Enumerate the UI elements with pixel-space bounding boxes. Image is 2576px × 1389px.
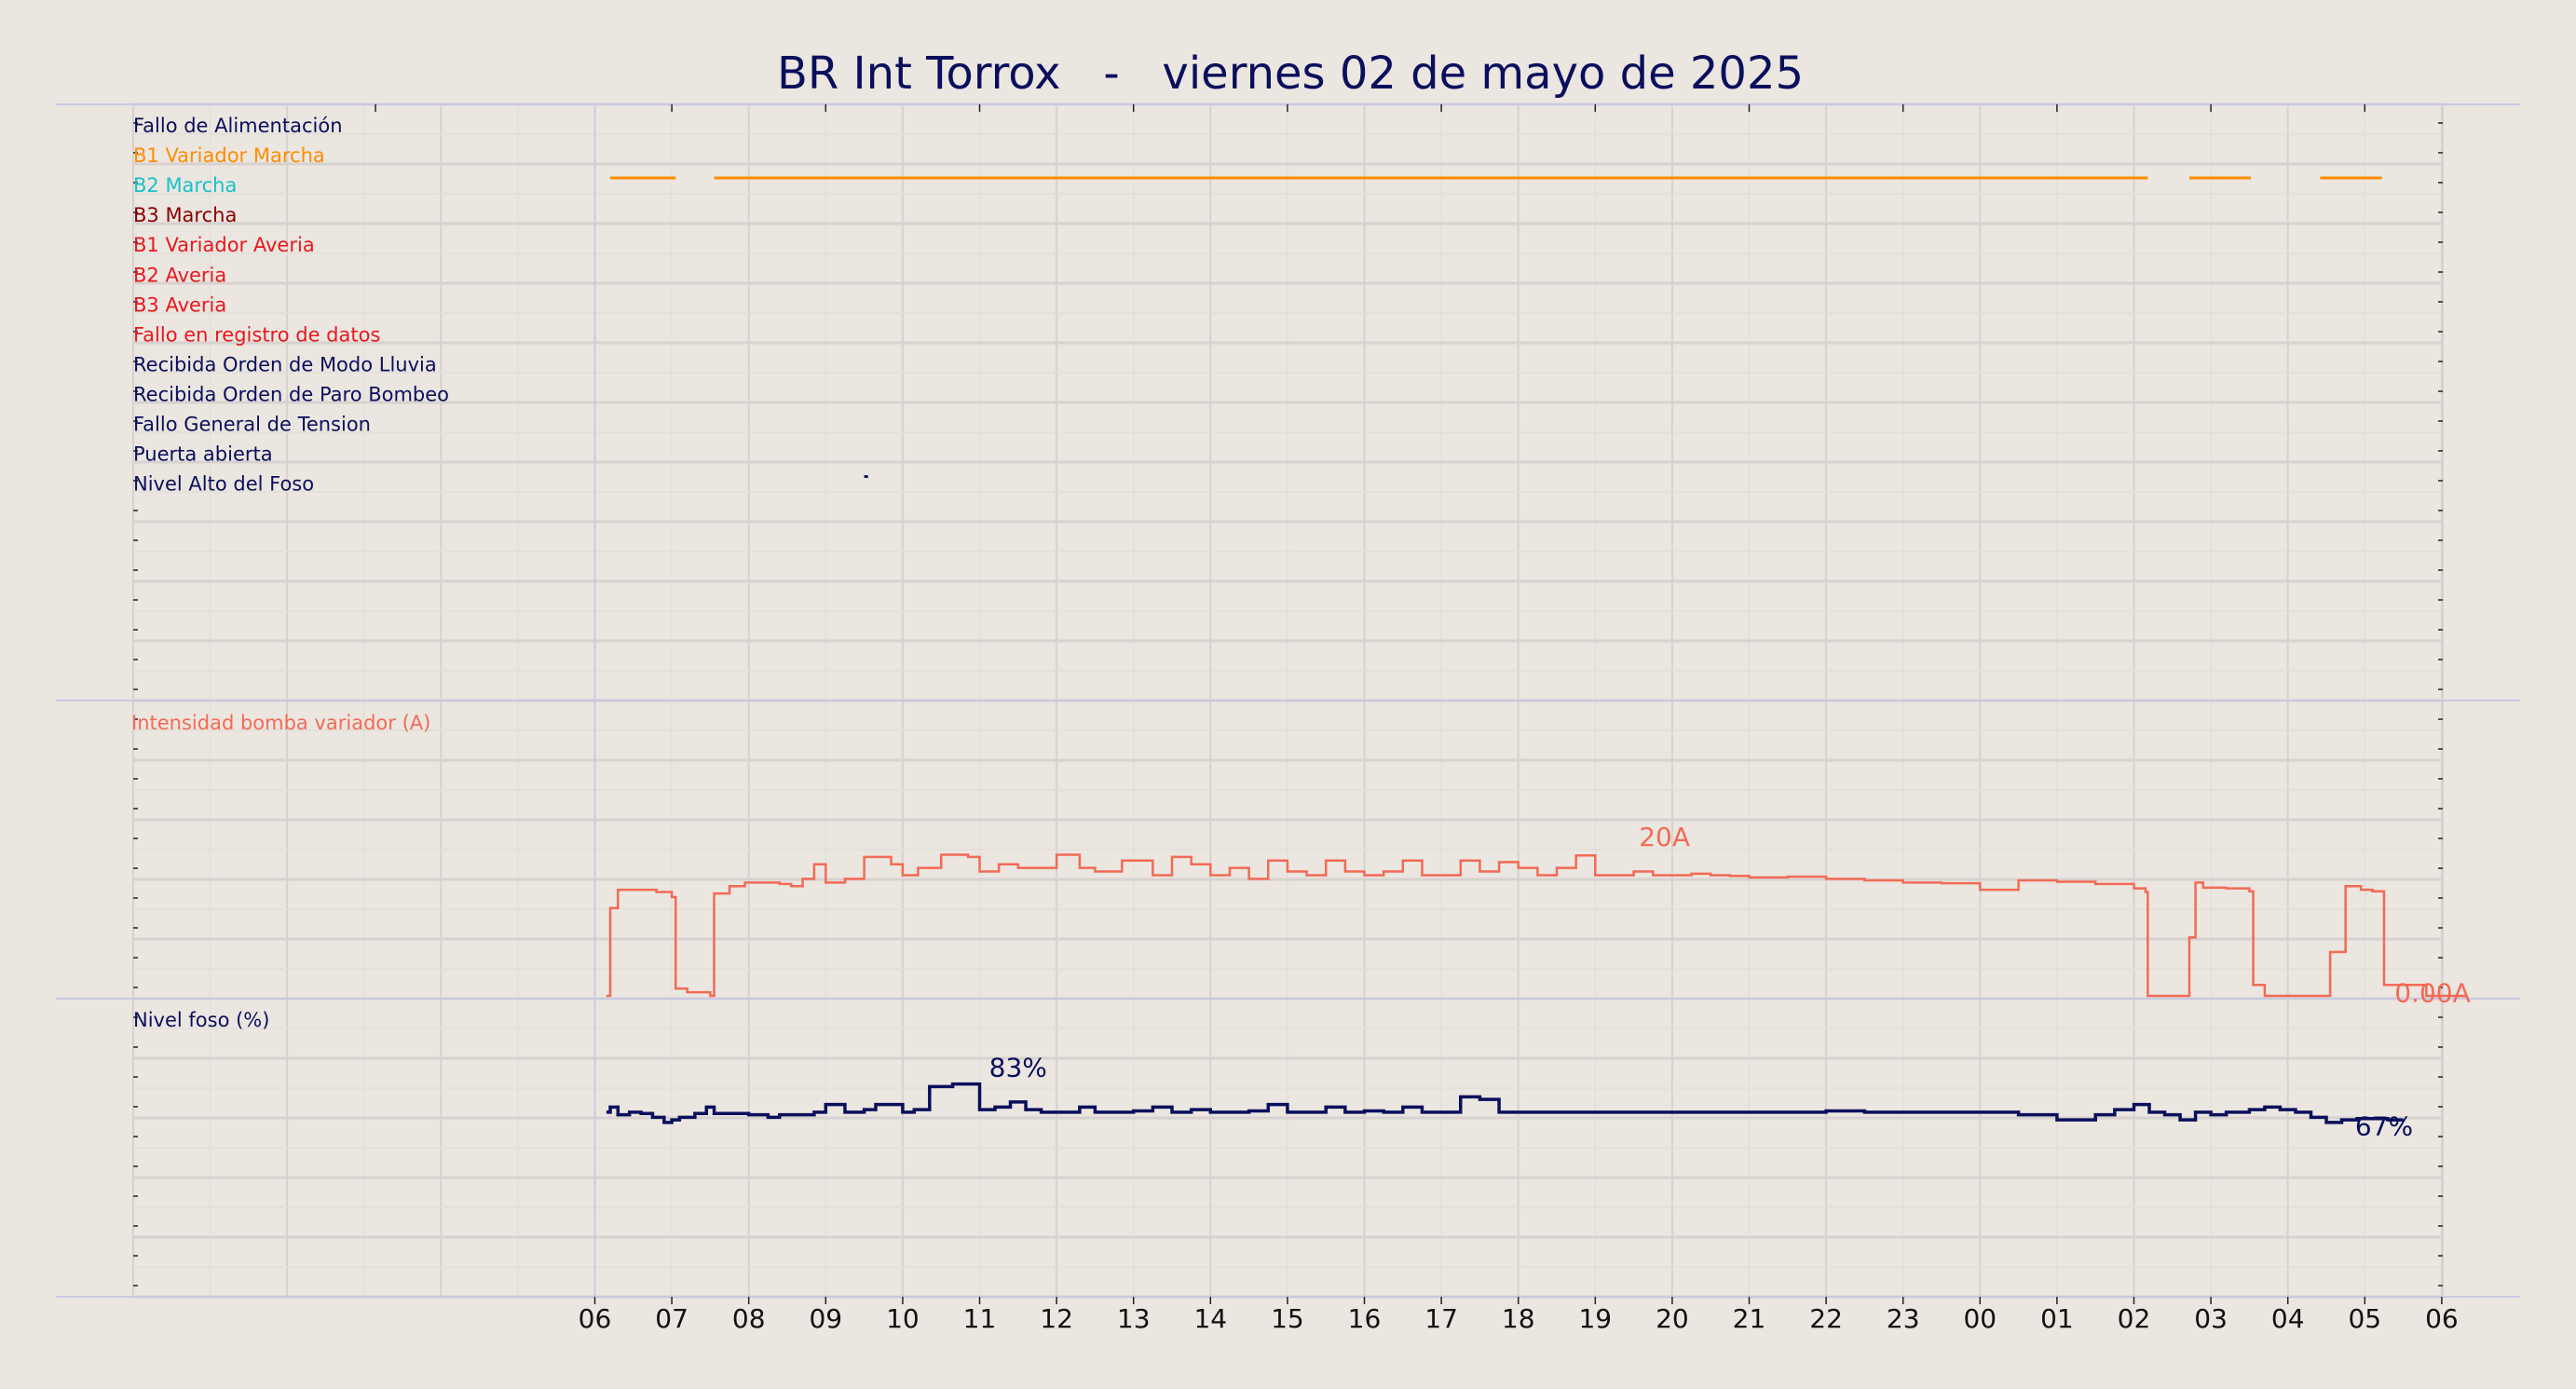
signal-label: Recibida Orden de Modo Lluvia (133, 353, 437, 375)
level-annotation: 67% (2355, 1111, 2413, 1142)
level-series-line (606, 1082, 2404, 1124)
signal-label: Puerta abierta (133, 443, 273, 466)
signal-label: Fallo en registro de datos (133, 323, 380, 346)
signal-label: B1 Variador Averia (133, 234, 315, 256)
current-series-line (606, 853, 2465, 998)
digital-panel: Fallo de Alimentación B1 Variador Marcha B… (133, 115, 2382, 496)
x-tick-label: 10 (886, 1303, 920, 1334)
x-tick-label: 21 (1733, 1303, 1766, 1334)
signal-label: Recibida Orden de Paro Bombeo (133, 383, 449, 405)
signal-label: B1 Variador Marcha (133, 144, 325, 167)
x-tick-label: 09 (809, 1303, 842, 1334)
current-annotation: 20A (1639, 822, 1690, 852)
x-tick-label: 15 (1271, 1303, 1304, 1334)
x-tick-label: 23 (1887, 1303, 1920, 1334)
x-tick-label: 11 (963, 1303, 997, 1334)
signal-label: Fallo General de Tension (133, 414, 371, 436)
current-panel-label: Intensidad bomba variador (A) (131, 712, 430, 734)
x-tick-label: 07 (655, 1303, 688, 1334)
current-panel: Intensidad bomba variador (A) 20A 0.00A (131, 712, 2471, 1008)
chart-title: BR Int Torrox - viernes 02 de mayo de 20… (777, 48, 1804, 100)
x-axis: 06 07 08 09 10 11 12 13 14 15 16 17 18 19 20 21 22 23 00 01… (579, 1297, 2459, 1334)
level-annotation: 83% (989, 1052, 1047, 1083)
x-tick-label: 04 (2271, 1303, 2305, 1334)
signal-label: B3 Marcha (133, 204, 237, 226)
current-annotation: 0.00A (2394, 977, 2471, 1008)
x-tick-label: 06 (2425, 1303, 2459, 1334)
panel-frames (56, 103, 2520, 1298)
x-tick-label: 13 (1117, 1303, 1151, 1334)
signal-label: B2 Marcha (133, 174, 237, 197)
x-tick-label: 17 (1424, 1303, 1458, 1334)
x-tick-label: 14 (1193, 1303, 1227, 1334)
x-tick-label: 16 (1348, 1303, 1382, 1334)
x-tick-label: 18 (1502, 1303, 1535, 1334)
x-tick-label: 05 (2348, 1303, 2381, 1334)
x-tick-label: 02 (2118, 1303, 2151, 1334)
x-tick-label: 00 (1963, 1303, 1997, 1334)
signal-label: B3 Averia (133, 293, 226, 316)
signal-label: Fallo de Alimentación (133, 115, 343, 137)
x-tick-label: 08 (732, 1303, 766, 1334)
x-tick-label: 19 (1578, 1303, 1612, 1334)
x-tick-label: 03 (2194, 1303, 2228, 1334)
x-tick-label: 20 (1656, 1303, 1689, 1334)
level-panel-label: Nivel foso (%) (133, 1009, 269, 1031)
signal-label: Nivel Alto del Foso (133, 473, 314, 496)
x-tick-label: 12 (1040, 1303, 1073, 1334)
x-tick-label: 06 (579, 1303, 612, 1334)
x-tick-label: 01 (2040, 1303, 2074, 1334)
level-panel: Nivel foso (%) 83% 67% (133, 1009, 2413, 1142)
x-tick-label: 22 (1809, 1303, 1843, 1334)
signal-label: B2 Averia (133, 264, 226, 286)
